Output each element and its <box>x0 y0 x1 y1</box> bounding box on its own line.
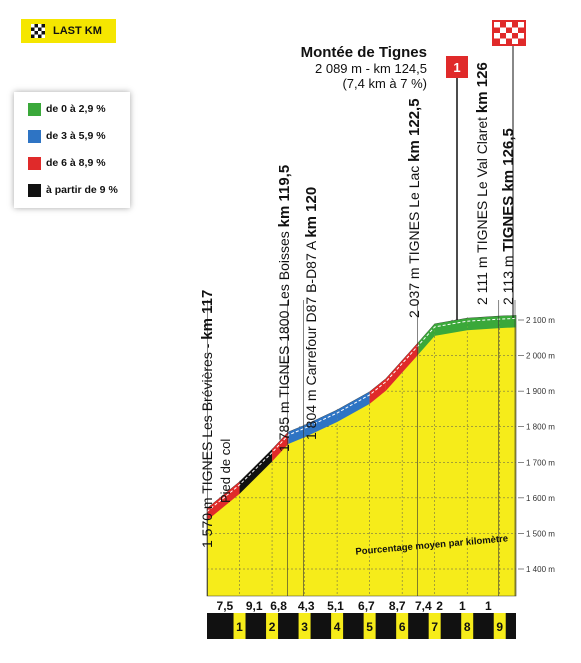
gradient-segment <box>499 315 516 329</box>
legend-label: à partir de 9 % <box>46 184 118 196</box>
km-marker-label: 3 <box>301 620 308 634</box>
y-tick-label: 1 800 m <box>526 423 555 432</box>
gradient-value: 5,1 <box>327 599 344 613</box>
gradient-segment <box>369 378 386 404</box>
gradient-value: 9,1 <box>246 599 263 613</box>
gradient-segment <box>467 316 500 331</box>
gradient-value: 7,4 <box>415 599 432 613</box>
waypoint-label: 2 037 m TIGNES Le Lac km 122,5 <box>406 98 423 318</box>
finish-flag-check <box>518 33 524 39</box>
legend-swatch-green <box>28 102 41 116</box>
gradient-value: 4,3 <box>298 599 315 613</box>
y-tick-label: 1 700 m <box>526 458 555 467</box>
km-marker-label: 4 <box>334 620 341 634</box>
legend-swatch-black <box>28 183 41 197</box>
climb-detail: 2 089 m - km 124,5 <box>315 61 427 76</box>
waypoint-label: 1 804 m Carrefour D87 B-D87 A km 120 <box>303 186 320 440</box>
km-marker-box <box>493 613 506 639</box>
checkered-flag-icon <box>31 24 45 38</box>
waypoint-label: 1 570 m TIGNES Les Brévières - km 117 <box>199 289 216 548</box>
km-marker-label: 7 <box>431 620 438 634</box>
legend-item: à partir de 9 % <box>28 183 118 197</box>
badge-label: LAST KM <box>53 25 102 37</box>
waypoint-label: 2 113 m TIGNES km 126,5 <box>500 128 517 305</box>
y-tick-label: 1 900 m <box>526 387 555 396</box>
km-marker-box <box>363 613 376 639</box>
legend-label: de 3 à 5,9 % <box>46 130 106 142</box>
gradient-legend: de 0 à 2,9 % de 3 à 5,9 % de 6 à 8,9 % à… <box>14 92 130 208</box>
km-marker-box <box>298 613 311 639</box>
km-marker-label: 1 <box>236 620 243 634</box>
climb-title-block: Montée de Tignes 2 089 m - km 124,5 (7,4… <box>301 44 427 91</box>
last-km-badge: LAST KM <box>21 19 116 43</box>
category-label: 1 <box>453 60 460 75</box>
km-marker-box <box>233 613 246 639</box>
legend-label: de 0 à 2,9 % <box>46 103 106 115</box>
sky-mask <box>207 290 518 508</box>
finish-flag-check <box>512 38 518 44</box>
gradient-value: 6,7 <box>358 599 375 613</box>
waypoint-note: Pied de col <box>218 438 233 503</box>
finish-flag-check <box>494 22 500 28</box>
gradient-value: 2 <box>436 599 443 613</box>
waypoint-label: 1 785 m TIGNES 1800 Les Boisses km 119,5 <box>276 164 293 452</box>
km-marker-label: 8 <box>464 620 471 634</box>
finish-flag-check <box>518 22 524 28</box>
km-marker-label: 5 <box>366 620 373 634</box>
finish-flag-check <box>500 27 506 33</box>
waypoint-label: 2 111 m TIGNES Le Val Claret km 126 <box>474 62 491 305</box>
km-marker-label: 2 <box>269 620 276 634</box>
km-marker-label: 9 <box>496 620 503 634</box>
km-marker-label: 6 <box>399 620 406 634</box>
gradient-value: 1 <box>485 599 492 613</box>
finish-flag-check <box>494 33 500 39</box>
km-marker-box <box>396 613 409 639</box>
km-marker-box <box>331 613 344 639</box>
km-marker-box <box>428 613 441 639</box>
category-flag <box>446 56 468 78</box>
gradient-segment <box>337 391 370 422</box>
climb-name: Montée de Tignes <box>300 44 427 61</box>
legend-item: de 0 à 2,9 % <box>28 102 106 116</box>
gradient-value: 6,8 <box>270 599 287 613</box>
y-tick-label: 2 100 m <box>526 316 555 325</box>
finish-flag-check <box>506 22 512 28</box>
finish-flag-check <box>506 33 512 39</box>
y-tick-label: 1 500 m <box>526 529 555 538</box>
y-tick-label: 1 400 m <box>526 565 555 574</box>
km-marker-box <box>266 613 279 639</box>
gradient-value: 1 <box>459 599 466 613</box>
profile-centerline <box>206 317 517 512</box>
legend-item: de 6 à 8,9 % <box>28 156 106 170</box>
km-marker-box <box>461 613 474 639</box>
legend-item: de 3 à 5,9 % <box>28 129 106 143</box>
legend-label: de 6 à 8,9 % <box>46 157 106 169</box>
y-tick-label: 1 600 m <box>526 494 555 503</box>
gradient-value: 8,7 <box>389 599 406 613</box>
climb-stats: (7,4 km à 7 %) <box>342 76 427 91</box>
legend-swatch-red <box>28 156 41 170</box>
finish-flag-check <box>512 27 518 33</box>
gradient-value: 7,5 <box>217 599 234 613</box>
y-tick-label: 2 000 m <box>526 352 555 361</box>
finish-flag-check <box>500 38 506 44</box>
legend-swatch-blue <box>28 129 41 143</box>
